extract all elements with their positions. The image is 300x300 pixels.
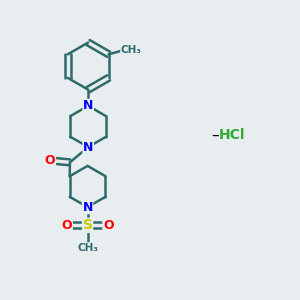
Text: HCl: HCl: [219, 128, 246, 142]
Text: O: O: [62, 219, 72, 232]
Text: N: N: [82, 201, 93, 214]
Text: O: O: [103, 219, 113, 232]
Text: –: –: [211, 128, 219, 143]
Text: N: N: [83, 141, 93, 154]
Text: N: N: [83, 99, 93, 112]
Text: CH₃: CH₃: [121, 45, 142, 55]
Text: S: S: [82, 218, 93, 233]
Text: O: O: [45, 154, 56, 167]
Text: CH₃: CH₃: [77, 243, 98, 253]
